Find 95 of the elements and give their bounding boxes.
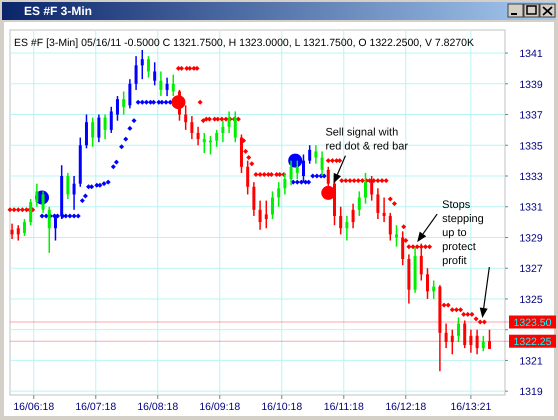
candlestick — [388, 212, 392, 242]
candlestick — [22, 218, 26, 237]
candlestick — [122, 90, 126, 116]
candlestick — [450, 328, 454, 356]
candlestick — [339, 206, 342, 236]
candlestick — [352, 202, 355, 230]
ref-line-label: 1322.25 — [514, 336, 552, 348]
point — [40, 213, 45, 218]
candlestick — [190, 115, 194, 140]
y-tick-label: 1325 — [519, 294, 543, 306]
candlestick — [394, 224, 398, 248]
candlestick — [166, 76, 169, 97]
candlestick — [482, 335, 485, 352]
candlestick — [172, 74, 175, 97]
ref-line-label: 1323.50 — [514, 317, 552, 329]
candlestick — [469, 328, 472, 354]
x-tick-label: 16/07:18 — [75, 401, 116, 413]
candlestick — [345, 215, 348, 242]
x-tick-label: 16/08:18 — [137, 401, 178, 413]
candlestick — [196, 126, 200, 146]
candlestick — [270, 190, 274, 220]
y-tick-label: 1327 — [519, 263, 543, 276]
candlestick — [401, 230, 404, 266]
candlestick — [10, 222, 14, 240]
candlestick — [290, 160, 293, 186]
candlestick — [72, 175, 76, 211]
y-tick-label: 1337 — [519, 110, 543, 122]
candlestick — [252, 181, 256, 217]
candlestick — [476, 328, 479, 356]
candlestick — [358, 190, 361, 217]
candlestick — [91, 116, 94, 148]
annotation: Sell signal with red dot & red bar — [325, 126, 408, 153]
annotation: Stops stepping up to protect profit — [442, 199, 484, 268]
point — [67, 213, 72, 218]
point — [136, 100, 141, 105]
candlestick — [35, 182, 38, 208]
candlestick — [140, 49, 144, 80]
candlestick — [444, 322, 448, 349]
candlestick — [382, 196, 386, 223]
point — [119, 144, 124, 150]
candlestick — [208, 135, 212, 156]
candlestick — [97, 114, 100, 143]
candlestick — [202, 132, 206, 154]
point — [123, 136, 128, 142]
candlestick — [116, 95, 119, 122]
candlestick — [159, 70, 162, 97]
candlestick — [456, 316, 460, 343]
x-tick-label: 16/09:18 — [199, 401, 240, 413]
point — [76, 213, 81, 218]
candlestick — [370, 175, 374, 202]
candlestick — [104, 114, 107, 140]
point — [72, 213, 77, 218]
y-tick-label: 1335 — [519, 140, 543, 152]
x-tick-label: 16/13:21 — [450, 401, 492, 413]
candlestick — [463, 320, 466, 349]
point — [110, 164, 116, 170]
chart-title: ES #F 3-Min — [24, 4, 92, 18]
candlestick — [426, 267, 429, 300]
candlestick — [258, 200, 262, 231]
candlestick — [432, 280, 436, 300]
point — [80, 198, 85, 204]
point — [82, 193, 88, 198]
x-tick-label: 16/11:18 — [324, 401, 364, 413]
x-tick-label: 16/06:18 — [13, 401, 54, 413]
point — [144, 100, 149, 105]
x-tick-label: 16/10:18 — [261, 401, 302, 413]
y-tick-label: 1319 — [519, 386, 543, 398]
point — [164, 100, 169, 105]
x-tick-label: 16/12:18 — [385, 401, 426, 413]
candlestick — [153, 62, 156, 86]
y-tick-label: 1333 — [519, 171, 543, 183]
y-tick-label: 1341 — [519, 48, 543, 60]
candlestick — [296, 160, 299, 180]
y-tick-label: 1321 — [519, 355, 543, 368]
y-tick-label: 1339 — [519, 78, 543, 91]
candlestick — [146, 55, 150, 78]
candlestick — [277, 181, 280, 208]
point — [127, 126, 132, 131]
candlestick — [314, 144, 318, 164]
candlestick — [134, 55, 138, 91]
candlestick — [66, 172, 70, 200]
text: ES #F [3-Min] 05/16/11 -0.5000 C 1321.7500, H 1323.0000, L 1321.7500, O 1322.2500, V 7.8270K — [14, 37, 474, 49]
candlestick — [264, 200, 268, 230]
point — [132, 118, 137, 124]
candlestick — [488, 328, 491, 350]
y-tick-label: 1331 — [519, 202, 543, 214]
candlestick — [110, 106, 113, 134]
candlestick — [308, 144, 312, 164]
candlestick — [215, 129, 218, 148]
candlestick — [84, 114, 88, 150]
point — [140, 100, 145, 105]
candlestick — [16, 224, 20, 242]
y-tick-label: 1329 — [519, 232, 543, 244]
candlestick — [128, 78, 132, 110]
candlestick — [376, 188, 380, 220]
